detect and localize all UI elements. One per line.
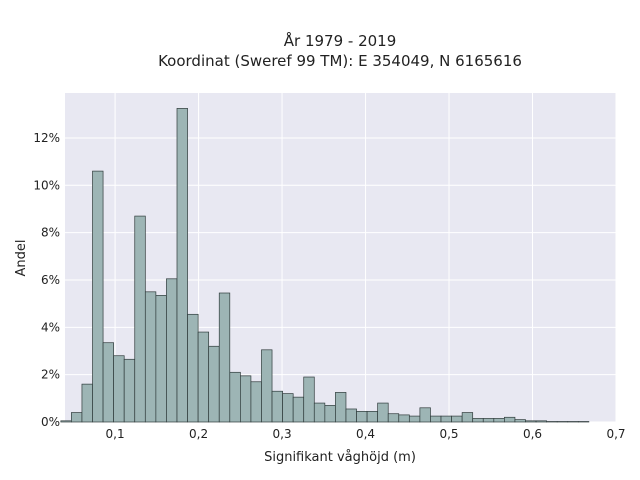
histogram-bar [461,412,474,423]
histogram-bar [166,278,178,423]
y-tick-label: 0% [41,415,60,429]
histogram-bar [303,376,315,423]
histogram-bar [60,420,72,423]
histogram-bar [176,108,188,423]
histogram-bar [440,415,452,423]
histogram-bar [482,418,495,423]
histogram-bar [250,381,262,423]
histogram-bar [345,408,357,423]
histogram-bar [92,170,104,423]
histogram-bar [525,420,537,423]
histogram-bar [377,402,389,423]
histogram-bar [535,420,547,423]
histogram-bar [419,407,431,423]
y-tick-labels: 0% 2% 4% 6% 8% 10% 12% [33,131,60,429]
histogram-bar [271,390,283,423]
histogram-bar [335,392,347,423]
histogram-bar [324,405,336,423]
histogram-bar [218,292,231,423]
y-tick-label: 8% [41,226,60,240]
chart-title-line1: År 1979 - 2019 [284,31,397,50]
y-tick-label: 6% [41,273,60,287]
histogram-bar [71,412,83,423]
chart-title-line2: Koordinat (Sweref 99 TM): E 354049, N 61… [158,52,522,70]
histogram-bar [81,383,93,423]
x-tick-label: 0,2 [189,427,208,441]
x-tick-label: 0,6 [523,427,542,441]
histogram-bar [451,415,463,423]
histogram-bar [356,410,368,423]
histogram-bar [313,402,326,423]
histogram-bar [366,410,379,423]
x-tick-label: 0,4 [356,427,375,441]
x-tick-label: 0,1 [106,427,125,441]
histogram-bar [134,215,146,423]
x-tick-labels: 0,1 0,2 0,3 0,4 0,5 0,6 0,7 [106,427,626,441]
histogram-bar [155,295,167,423]
histogram-bar [144,291,157,423]
x-tick-label: 0,5 [439,427,458,441]
histogram-bar [240,375,252,423]
x-axis-label: Signifikant våghöjd (m) [264,450,416,465]
histogram-bar [430,415,442,423]
y-tick-label: 4% [41,320,60,334]
y-tick-label: 10% [33,178,60,192]
histogram-bar [292,396,305,423]
histogram-bar [282,393,294,423]
histogram-bar [493,418,505,423]
histogram-bar [504,416,516,423]
histogram-bar [387,413,400,423]
histogram-bar [187,313,199,423]
histogram-bar [123,358,136,423]
histogram-bar [113,355,125,423]
x-tick-label: 0,3 [273,427,292,441]
y-tick-label: 2% [41,368,60,382]
bars [60,108,590,423]
histogram-bar [472,418,484,423]
histogram-bar [261,349,273,423]
histogram-bar [229,371,241,423]
y-tick-label: 12% [33,131,60,145]
x-tick-label: 0,7 [606,427,625,441]
histogram-bar [197,331,210,423]
y-axis-label: Andel [14,240,29,277]
grid-x [114,93,617,422]
histogram-bar [398,414,410,423]
histogram-bar [102,342,114,423]
histogram-bar [408,415,421,423]
histogram-bar [208,345,220,423]
histogram-bar [514,419,526,423]
